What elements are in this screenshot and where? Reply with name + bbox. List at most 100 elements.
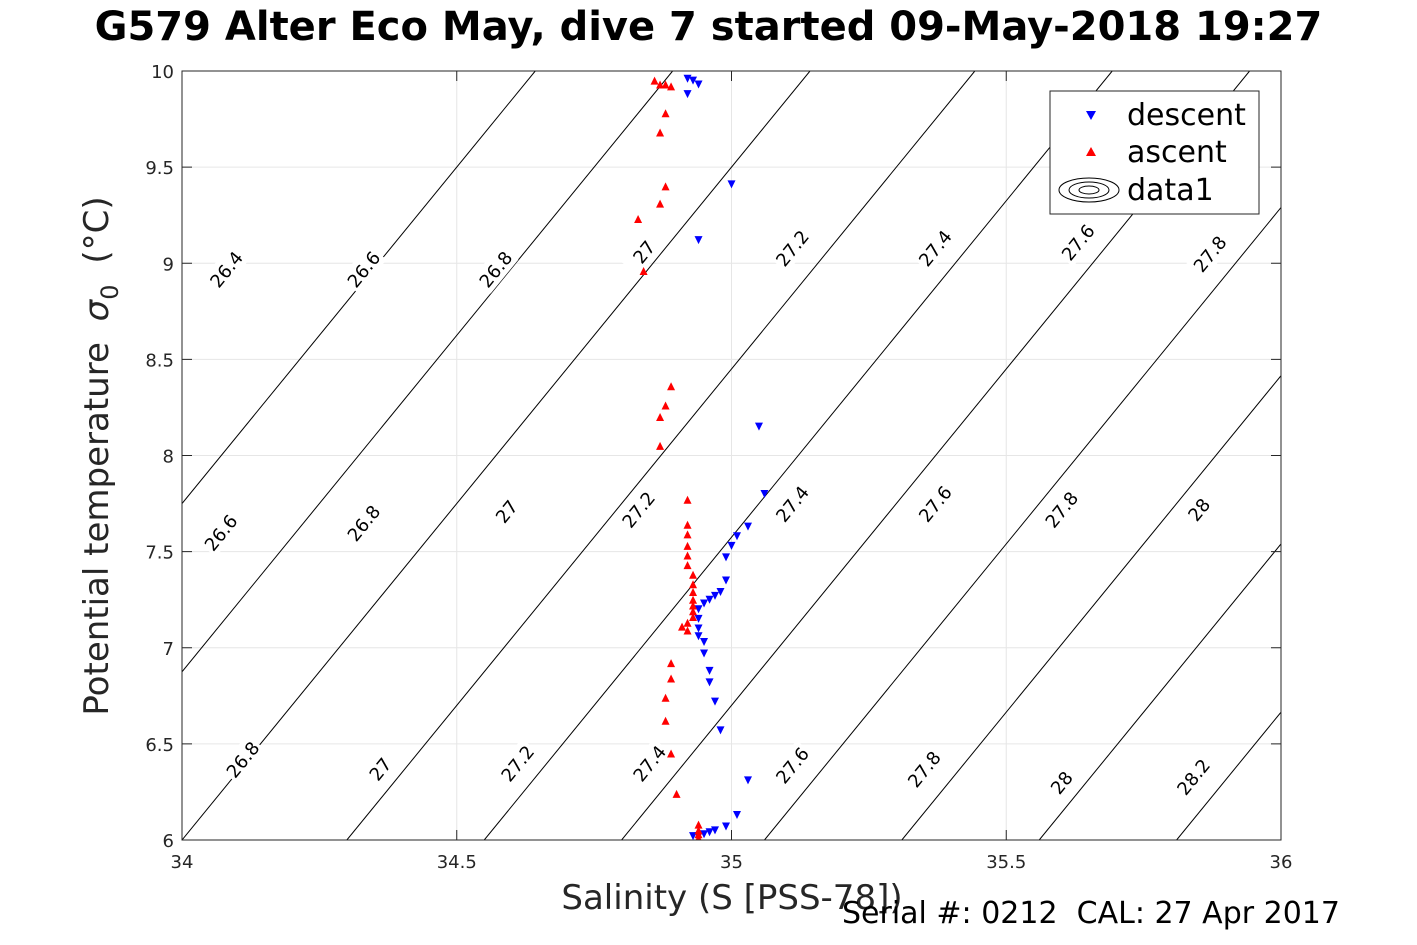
ascent-point bbox=[683, 520, 692, 529]
ascent-point bbox=[667, 82, 676, 91]
y-tick-label: 7 bbox=[163, 639, 174, 660]
y-axis-label: Potential temperature σ0 (°C) bbox=[77, 196, 127, 715]
descent-point bbox=[694, 236, 703, 245]
contour-label-bg bbox=[1054, 217, 1101, 267]
chart-title: G579 Alter Eco May, dive 7 started 09-Ma… bbox=[94, 4, 1323, 50]
ascent-point bbox=[683, 561, 692, 570]
descent-point bbox=[711, 697, 720, 706]
axis-ticks: 34 34.5 35 35.5 36 6 6.5 7 7.5 8 8.5 9 9.5 10 bbox=[145, 62, 1292, 873]
legend-ascent-label: ascent bbox=[1127, 135, 1227, 170]
contour-label-bg bbox=[482, 486, 530, 536]
contour-label-bg bbox=[768, 478, 816, 529]
contour-label-bg bbox=[493, 738, 541, 788]
contour-label-bg bbox=[1037, 484, 1085, 534]
ascent-point bbox=[634, 215, 643, 224]
ascent-point bbox=[689, 601, 698, 610]
contour-label-bg bbox=[219, 734, 266, 784]
ascent-point bbox=[661, 716, 670, 725]
descent-point bbox=[705, 666, 714, 675]
legend: descent ascent data1 bbox=[1049, 90, 1260, 215]
ascent-point bbox=[639, 266, 648, 275]
contour-label-bg bbox=[625, 738, 673, 788]
x-tick-label: 34.5 bbox=[437, 852, 477, 873]
ascent-point bbox=[656, 441, 665, 450]
ascent-point bbox=[683, 551, 692, 560]
ascent-point bbox=[683, 541, 692, 550]
descent-point bbox=[700, 637, 709, 646]
legend-descent-label: descent bbox=[1127, 98, 1246, 133]
ascent-point bbox=[661, 182, 670, 191]
contour-label-bg bbox=[768, 223, 816, 273]
descent-point bbox=[694, 624, 703, 633]
ascent-point bbox=[661, 693, 670, 702]
contour-label-bg bbox=[768, 740, 816, 790]
legend-ascent-marker bbox=[1086, 147, 1096, 156]
ascent-point bbox=[689, 587, 698, 596]
descent-point bbox=[732, 532, 741, 541]
descent-point bbox=[716, 587, 725, 596]
ylabel-main: Potential temperature bbox=[77, 342, 117, 715]
x-tick-label: 34 bbox=[171, 852, 194, 873]
x-tick-label: 36 bbox=[1270, 852, 1293, 873]
descent-point bbox=[694, 605, 703, 614]
descent-point bbox=[727, 180, 736, 189]
ascent-point bbox=[667, 674, 676, 683]
descent-point bbox=[705, 678, 714, 687]
ascent-point bbox=[661, 401, 670, 410]
descent-point bbox=[700, 649, 709, 658]
y-tick-label: 10 bbox=[151, 62, 174, 83]
ascent-point bbox=[689, 570, 698, 579]
contour-line bbox=[483, 71, 1113, 840]
x-tick-label: 35.5 bbox=[986, 852, 1026, 873]
ylabel-sub: 0 bbox=[96, 284, 124, 299]
ascent-point bbox=[694, 820, 703, 829]
contour-line bbox=[764, 206, 1281, 840]
descent-point bbox=[700, 599, 709, 608]
x-axis-label: Salinity (S [PSS-78]) bbox=[561, 878, 903, 918]
ylabel-symbol: σ bbox=[77, 298, 117, 321]
svg-text:Potential temperature σ0: Potential temperature σ0 (°C) bbox=[77, 196, 127, 715]
ascent-point bbox=[683, 618, 692, 627]
descent-point bbox=[732, 811, 741, 820]
contour-line bbox=[346, 71, 976, 840]
legend-contour-label: data1 bbox=[1127, 173, 1214, 208]
descent-point bbox=[694, 80, 703, 89]
contour-label-bg bbox=[1175, 484, 1222, 534]
y-tick-label: 9.5 bbox=[145, 158, 174, 179]
contour-line bbox=[182, 71, 536, 505]
ascent-point bbox=[689, 612, 698, 621]
ascent-point bbox=[656, 413, 665, 422]
descent-point bbox=[716, 726, 725, 735]
contour-label-bg bbox=[197, 507, 244, 558]
descent-point bbox=[727, 541, 736, 550]
legend-contour-icon bbox=[1058, 177, 1120, 203]
contour-label-bg bbox=[911, 223, 959, 273]
contour-label-bg bbox=[340, 244, 387, 294]
ascent-point bbox=[667, 382, 676, 391]
ylabel-unit: (°C) bbox=[77, 196, 117, 263]
descent-point bbox=[694, 614, 703, 623]
contour-line bbox=[1038, 543, 1281, 840]
legend-descent-marker bbox=[1086, 111, 1096, 120]
ascent-point bbox=[672, 789, 681, 798]
contour-label-bg bbox=[202, 244, 250, 294]
ascent-point bbox=[661, 109, 670, 118]
contour-label-bg bbox=[340, 498, 387, 548]
contour-label-bg bbox=[620, 227, 667, 277]
y-tick-label: 6 bbox=[163, 831, 174, 852]
ascent-point bbox=[667, 659, 676, 668]
contour-label-bg bbox=[614, 484, 662, 534]
contour-label-bg bbox=[1186, 229, 1233, 279]
ascent-point bbox=[650, 76, 659, 85]
descent-point bbox=[711, 591, 720, 600]
ascent-point bbox=[689, 580, 698, 589]
y-tick-label: 6.5 bbox=[145, 735, 174, 756]
descent-point bbox=[743, 776, 752, 785]
contour-label-bg bbox=[900, 744, 948, 794]
ascent-point bbox=[661, 80, 670, 89]
contour-label-bg bbox=[911, 478, 959, 529]
ascent-point bbox=[667, 749, 676, 758]
ascent-point bbox=[656, 199, 665, 208]
descent-point bbox=[722, 576, 731, 585]
